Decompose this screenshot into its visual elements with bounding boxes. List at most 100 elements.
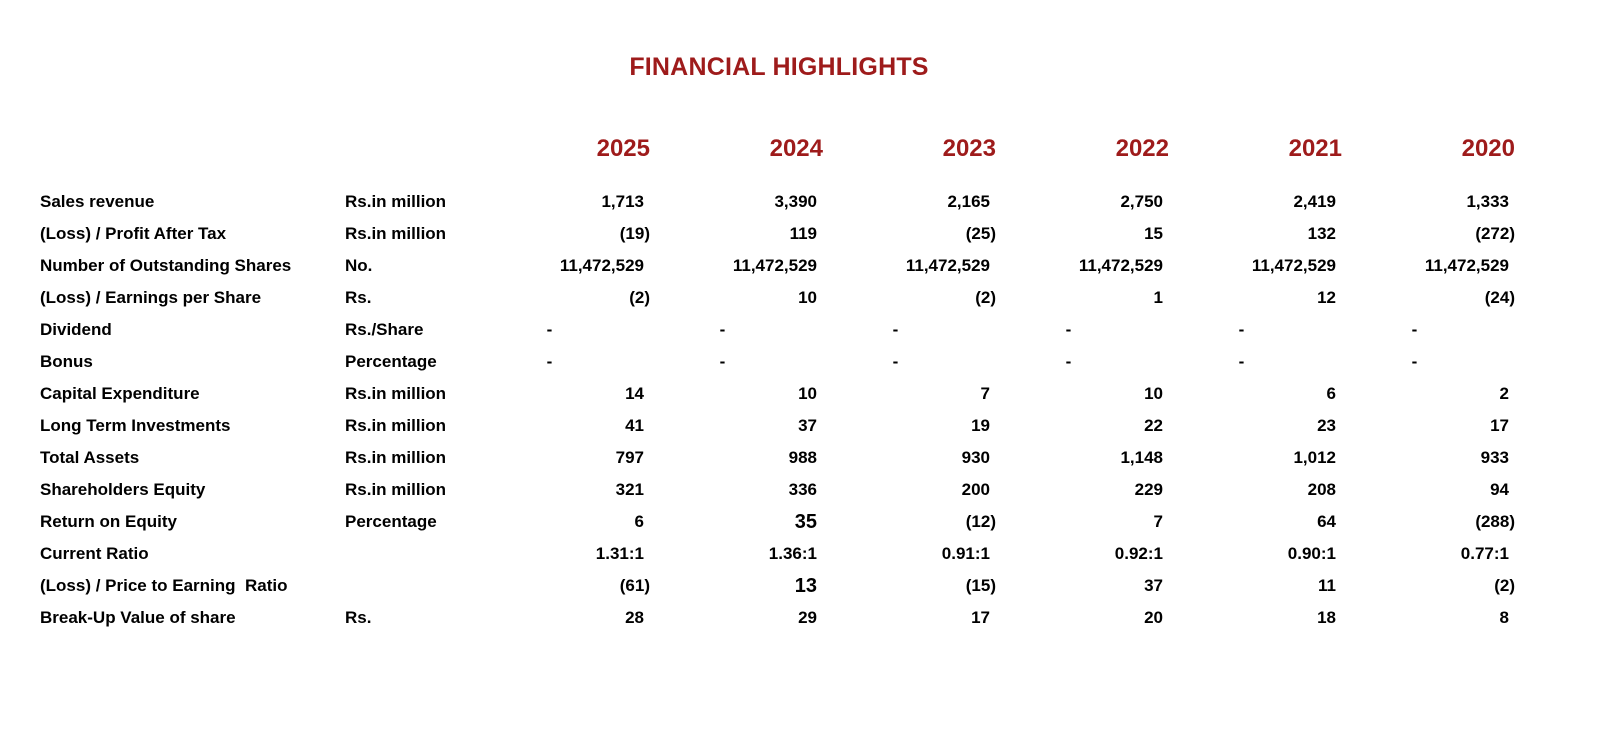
table-row: Dividend Rs./Share - - - - - -	[40, 314, 1519, 346]
table-row: Shareholders Equity Rs.in million 321 336 20…	[40, 474, 1519, 506]
cell-value: 132	[1307, 224, 1336, 243]
cell-value: 229	[1134, 480, 1163, 499]
cell-value: 208	[1307, 480, 1336, 499]
cell-value: 13	[794, 575, 817, 597]
cell-value: 11,472,529	[1424, 256, 1509, 275]
cell-value: 988	[788, 448, 817, 467]
cell-value: 10	[798, 288, 817, 307]
cell-value: 35	[794, 511, 817, 533]
cell-value: (61)	[619, 576, 650, 595]
cell-value: 2	[1499, 384, 1509, 403]
row-label: (Loss) / Price to Earning Ratio	[40, 576, 288, 595]
cell-value: -	[892, 352, 899, 371]
row-unit: Percentage	[345, 512, 437, 531]
table-body: Sales revenue Rs.in million 1,713 3,390 2,16…	[40, 186, 1519, 634]
cell-value: 14	[625, 384, 644, 403]
year-header: 2023	[942, 135, 996, 162]
cell-value: -	[1065, 320, 1072, 339]
table-row: Capital Expenditure Rs.in million 14 10 7 10 6…	[40, 378, 1519, 410]
row-label: Long Term Investments	[40, 416, 231, 435]
cell-value: 7	[980, 384, 990, 403]
cell-value: 20	[1144, 608, 1163, 627]
cell-value: 8	[1499, 608, 1509, 627]
year-header-row: 2025 2024 2023 2022 2021 2020	[40, 132, 1519, 166]
cell-value: -	[546, 352, 553, 371]
table-row: Long Term Investments Rs.in million 41 37 19…	[40, 410, 1519, 442]
row-label: Capital Expenditure	[40, 384, 200, 403]
cell-value: 28	[625, 608, 644, 627]
table-row: (Loss) / Price to Earning Ratio (61) 13 (15…	[40, 570, 1519, 602]
row-unit: Rs.	[345, 608, 372, 627]
cell-value: 200	[961, 480, 990, 499]
table-row: Total Assets Rs.in million 797 988 930 1,148 1…	[40, 442, 1519, 474]
cell-value: 15	[1144, 224, 1163, 243]
cell-value: -	[892, 320, 899, 339]
cell-value: 10	[798, 384, 817, 403]
cell-value: 11,472,529	[559, 256, 644, 275]
cell-value: -	[1238, 320, 1245, 339]
row-label: Shareholders Equity	[40, 480, 206, 499]
cell-value: (19)	[619, 224, 650, 243]
cell-value: 0.92:1	[1114, 544, 1163, 563]
cell-value: (15)	[965, 576, 996, 595]
cell-value: 37	[1144, 576, 1163, 595]
year-header: 2022	[1115, 135, 1169, 162]
cell-value: 1	[1153, 288, 1163, 307]
cell-value: -	[546, 320, 553, 339]
cell-value: 23	[1317, 416, 1336, 435]
row-label: (Loss) / Profit After Tax	[40, 224, 227, 243]
cell-value: 17	[1490, 416, 1509, 435]
cell-value: 0.90:1	[1287, 544, 1336, 563]
page-title: FINANCIAL HIGHLIGHTS	[629, 53, 929, 81]
year-header: 2025	[596, 135, 650, 162]
cell-value: (25)	[965, 224, 996, 243]
row-unit: Rs.in million	[345, 480, 447, 499]
cell-value: 94	[1490, 480, 1509, 499]
cell-value: 29	[798, 608, 817, 627]
cell-value: 11,472,529	[905, 256, 990, 275]
row-label: Sales revenue	[40, 192, 155, 211]
cell-value: -	[719, 320, 726, 339]
cell-value: 930	[961, 448, 990, 467]
row-unit: Rs.in million	[345, 192, 447, 211]
row-unit: Percentage	[345, 352, 437, 371]
row-unit: No.	[345, 256, 373, 275]
cell-value: 0.91:1	[941, 544, 990, 563]
cell-value: 6	[634, 512, 644, 531]
row-unit: Rs.in million	[345, 416, 447, 435]
row-unit: Rs.	[345, 288, 372, 307]
table-row: (Loss) / Earnings per Share Rs. (2) 10 (2) 1 1…	[40, 282, 1519, 314]
cell-value: 0.77:1	[1460, 544, 1509, 563]
cell-value: 22	[1144, 416, 1163, 435]
cell-value: 64	[1317, 512, 1336, 531]
cell-value: 1,713	[601, 192, 644, 211]
table-row: Sales revenue Rs.in million 1,713 3,390 2,16…	[40, 186, 1519, 218]
cell-value: 41	[625, 416, 644, 435]
year-header: 2020	[1461, 135, 1515, 162]
header-spacer	[40, 132, 481, 166]
cell-value: 7	[1153, 512, 1163, 531]
cell-value: 12	[1317, 288, 1336, 307]
row-unit	[345, 538, 481, 570]
cell-value: 1.31:1	[595, 544, 644, 563]
cell-value: (2)	[629, 288, 650, 307]
table-row: Return on Equity Percentage 6 35 (12) 7 64 (288…	[40, 506, 1519, 538]
cell-value: -	[1065, 352, 1072, 371]
table-row: Break-Up Value of share Rs. 28 29 17 20 18 8	[40, 602, 1519, 634]
cell-value: 11,472,529	[732, 256, 817, 275]
cell-value: 1.36:1	[768, 544, 817, 563]
table-row: Current Ratio 1.31:1 1.36:1 0.91:1 0.92:1 0.9…	[40, 538, 1519, 570]
cell-value: (2)	[975, 288, 996, 307]
row-label: Dividend	[40, 320, 112, 339]
cell-value: 11,472,529	[1078, 256, 1163, 275]
cell-value: 2,165	[947, 192, 990, 211]
row-label: (Loss) / Earnings per Share	[40, 288, 262, 307]
cell-value: 11,472,529	[1251, 256, 1336, 275]
cell-value: (272)	[1475, 224, 1515, 243]
cell-value: (288)	[1475, 512, 1515, 531]
cell-value: 1,333	[1466, 192, 1509, 211]
row-unit: Rs.in million	[345, 448, 447, 467]
row-label: Current Ratio	[40, 544, 149, 563]
row-label: Bonus	[40, 352, 93, 371]
cell-value: 18	[1317, 608, 1336, 627]
